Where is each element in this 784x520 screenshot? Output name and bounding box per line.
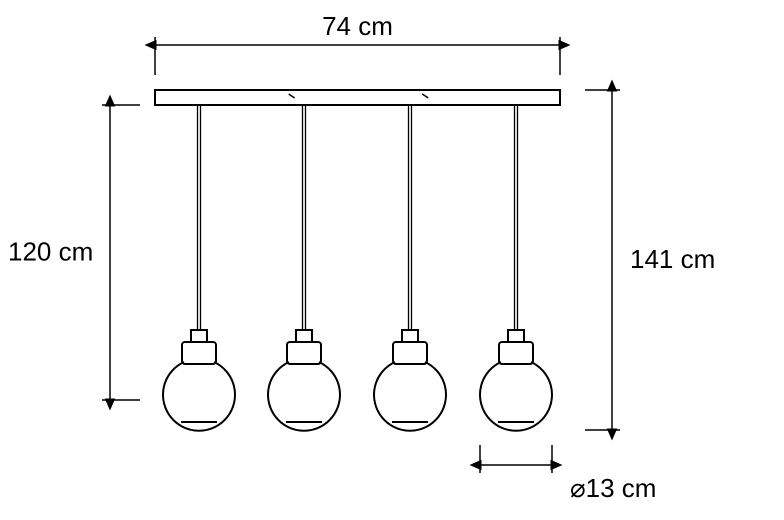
dim-width-label: 74 cm [322, 11, 393, 41]
pendant-globe [374, 362, 446, 431]
pendant-globe [163, 362, 235, 431]
pendant-neck [402, 330, 418, 342]
pendant-collar [499, 342, 533, 364]
canopy-hook-marks [289, 94, 429, 98]
pendant-neck [508, 330, 524, 342]
pendant-collar [393, 342, 427, 364]
technical-drawing: 74 cm 141 cm 120 cm ⌀13 cm [0, 0, 784, 520]
dim-height-total-label: 141 cm [630, 244, 715, 274]
pendant-neck [191, 330, 207, 342]
canopy-bar [155, 90, 560, 105]
pendant-3 [374, 105, 446, 431]
pendant-collar [182, 342, 216, 364]
pendant-1 [163, 105, 235, 431]
pendant-2 [268, 105, 340, 431]
dim-diameter-label: ⌀13 cm [570, 473, 656, 503]
dim-height-cord-label: 120 cm [8, 237, 93, 267]
pendant-globe [480, 362, 552, 431]
pendant-4 [480, 105, 552, 431]
pendant-collar [287, 342, 321, 364]
pendant-globe [268, 362, 340, 431]
pendant-neck [296, 330, 312, 342]
